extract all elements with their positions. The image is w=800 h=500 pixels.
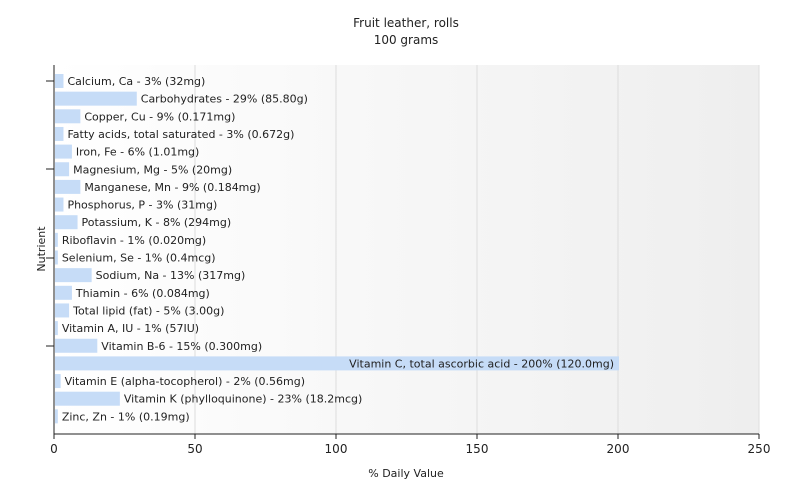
bar-data-label: Fatty acids, total saturated - 3% (0.672… xyxy=(67,128,294,141)
bars: Calcium, Ca - 3% (32mg) Carbohydrates - 2… xyxy=(55,74,619,424)
x-tick-label: 250 xyxy=(748,442,771,456)
bar-data-label: Total lipid (fat) - 5% (3.00g) xyxy=(72,304,224,317)
bar xyxy=(55,303,70,318)
x-tick-label: 0 xyxy=(50,442,58,456)
bar xyxy=(55,409,58,424)
bar-data-label: Manganese, Mn - 9% (0.184mg) xyxy=(84,181,260,194)
bar xyxy=(55,126,64,141)
bar xyxy=(55,321,58,336)
bar xyxy=(55,356,619,371)
bar-data-label: Selenium, Se - 1% (0.4mcg) xyxy=(62,252,216,265)
bar-data-label: Carbohydrates - 29% (85.80g) xyxy=(141,93,308,106)
bar-data-label: Zinc, Zn - 1% (0.19mg) xyxy=(62,410,190,423)
bar-data-label: Vitamin A, IU - 1% (57IU) xyxy=(62,322,199,335)
bar xyxy=(55,144,72,159)
x-axis-label: % Daily Value xyxy=(368,467,444,480)
plot-area xyxy=(54,65,759,434)
bar xyxy=(55,391,120,406)
x-tick-label: 100 xyxy=(325,442,348,456)
bar-data-label: Iron, Fe - 6% (1.01mg) xyxy=(76,146,199,159)
bar xyxy=(55,109,81,124)
axes xyxy=(46,65,760,439)
bar xyxy=(55,197,64,212)
bar-data-label: Calcium, Ca - 3% (32mg) xyxy=(67,75,205,88)
chart-title: Fruit leather, rolls xyxy=(353,16,459,30)
bar-data-label: Vitamin K (phylloquinone) - 23% (18.2mcg… xyxy=(124,393,362,406)
bar-data-label: Potassium, K - 8% (294mg) xyxy=(82,216,232,229)
bar-data-label: Copper, Cu - 9% (0.171mg) xyxy=(84,110,235,123)
x-tick-labels: 0 50 100 150 200 250 xyxy=(50,442,770,456)
grid-lines xyxy=(194,65,760,434)
bar xyxy=(55,91,137,106)
bar-data-label: Magnesium, Mg - 5% (20mg) xyxy=(73,163,232,176)
y-axis-label: Nutrient xyxy=(35,226,48,272)
bar-data-label: Sodium, Na - 13% (317mg) xyxy=(96,269,246,282)
bar xyxy=(55,268,92,283)
x-tick-label: 200 xyxy=(607,442,630,456)
x-tick-label: 50 xyxy=(187,442,202,456)
bar-data-label: Vitamin C, total ascorbic acid - 200% (1… xyxy=(349,357,614,370)
bar-data-label: Vitamin E (alpha-tocopherol) - 2% (0.56m… xyxy=(65,375,305,388)
chart-subtitle: 100 grams xyxy=(374,33,439,47)
bar xyxy=(55,374,61,389)
x-tick-label: 150 xyxy=(466,442,489,456)
bar-data-label: Thiamin - 6% (0.084mg) xyxy=(75,287,210,300)
bar xyxy=(55,250,58,265)
bar xyxy=(55,232,58,247)
bar xyxy=(55,338,98,353)
bar-data-label: Phosphorus, P - 3% (31mg) xyxy=(67,199,217,212)
bar-data-label: Riboflavin - 1% (0.020mg) xyxy=(62,234,206,247)
bar xyxy=(55,74,64,88)
bar-data-label: Vitamin B-6 - 15% (0.300mg) xyxy=(101,340,262,353)
bar xyxy=(55,285,72,300)
bar xyxy=(55,162,70,177)
bar xyxy=(55,179,81,194)
bar xyxy=(55,215,78,230)
